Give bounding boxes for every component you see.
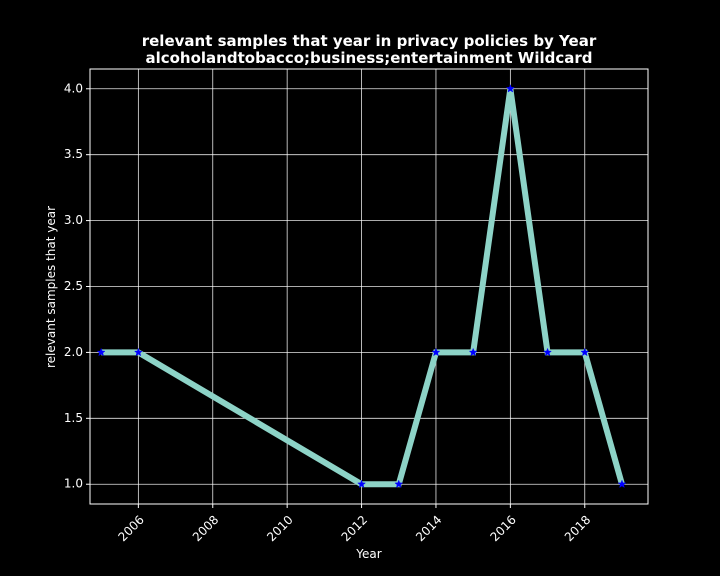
x-axis-label: Year [355,547,381,561]
y-tick-label: 2.5 [64,279,83,293]
data-point-marker [431,347,441,357]
data-point-marker [505,84,515,93]
y-axis-ticks: 1.0 1.5 2.0 2.5 3.0 3.5 4.0 [64,81,90,491]
data-point-marker [394,479,404,489]
data-point-marker [133,347,143,357]
chart-title-line-1: relevant samples that year in privacy po… [142,32,597,50]
y-tick-label: 3.0 [64,213,83,227]
y-tick-label: 1.5 [64,411,83,425]
data-point-marker [468,347,478,357]
chart-title-line-2: alcoholandtobacco;business;entertainment… [145,49,592,67]
data-point-marker [580,347,590,357]
data-point-marker [617,479,627,489]
x-tick-label: 2014 [413,513,444,544]
x-axis-ticks: 2006 2008 2010 2012 2014 2016 2018 [115,504,593,544]
y-tick-label: 2.0 [64,345,83,359]
data-point-marker [96,347,106,357]
y-tick-label: 1.0 [64,477,83,491]
x-tick-label: 2008 [190,513,221,544]
series-line [101,88,625,488]
x-tick-label: 2018 [562,513,593,544]
series-layer [96,84,627,489]
data-point-marker [357,479,367,489]
data-point-marker [543,347,553,357]
x-tick-label: 2016 [487,513,518,544]
grid-lines [90,69,648,504]
y-axis-label: relevant samples that year [44,206,58,368]
y-tick-label: 3.5 [64,147,83,161]
x-tick-label: 2010 [264,513,295,544]
x-tick-label: 2012 [339,513,370,544]
x-tick-label: 2006 [115,513,146,544]
y-tick-label: 4.0 [64,81,83,95]
